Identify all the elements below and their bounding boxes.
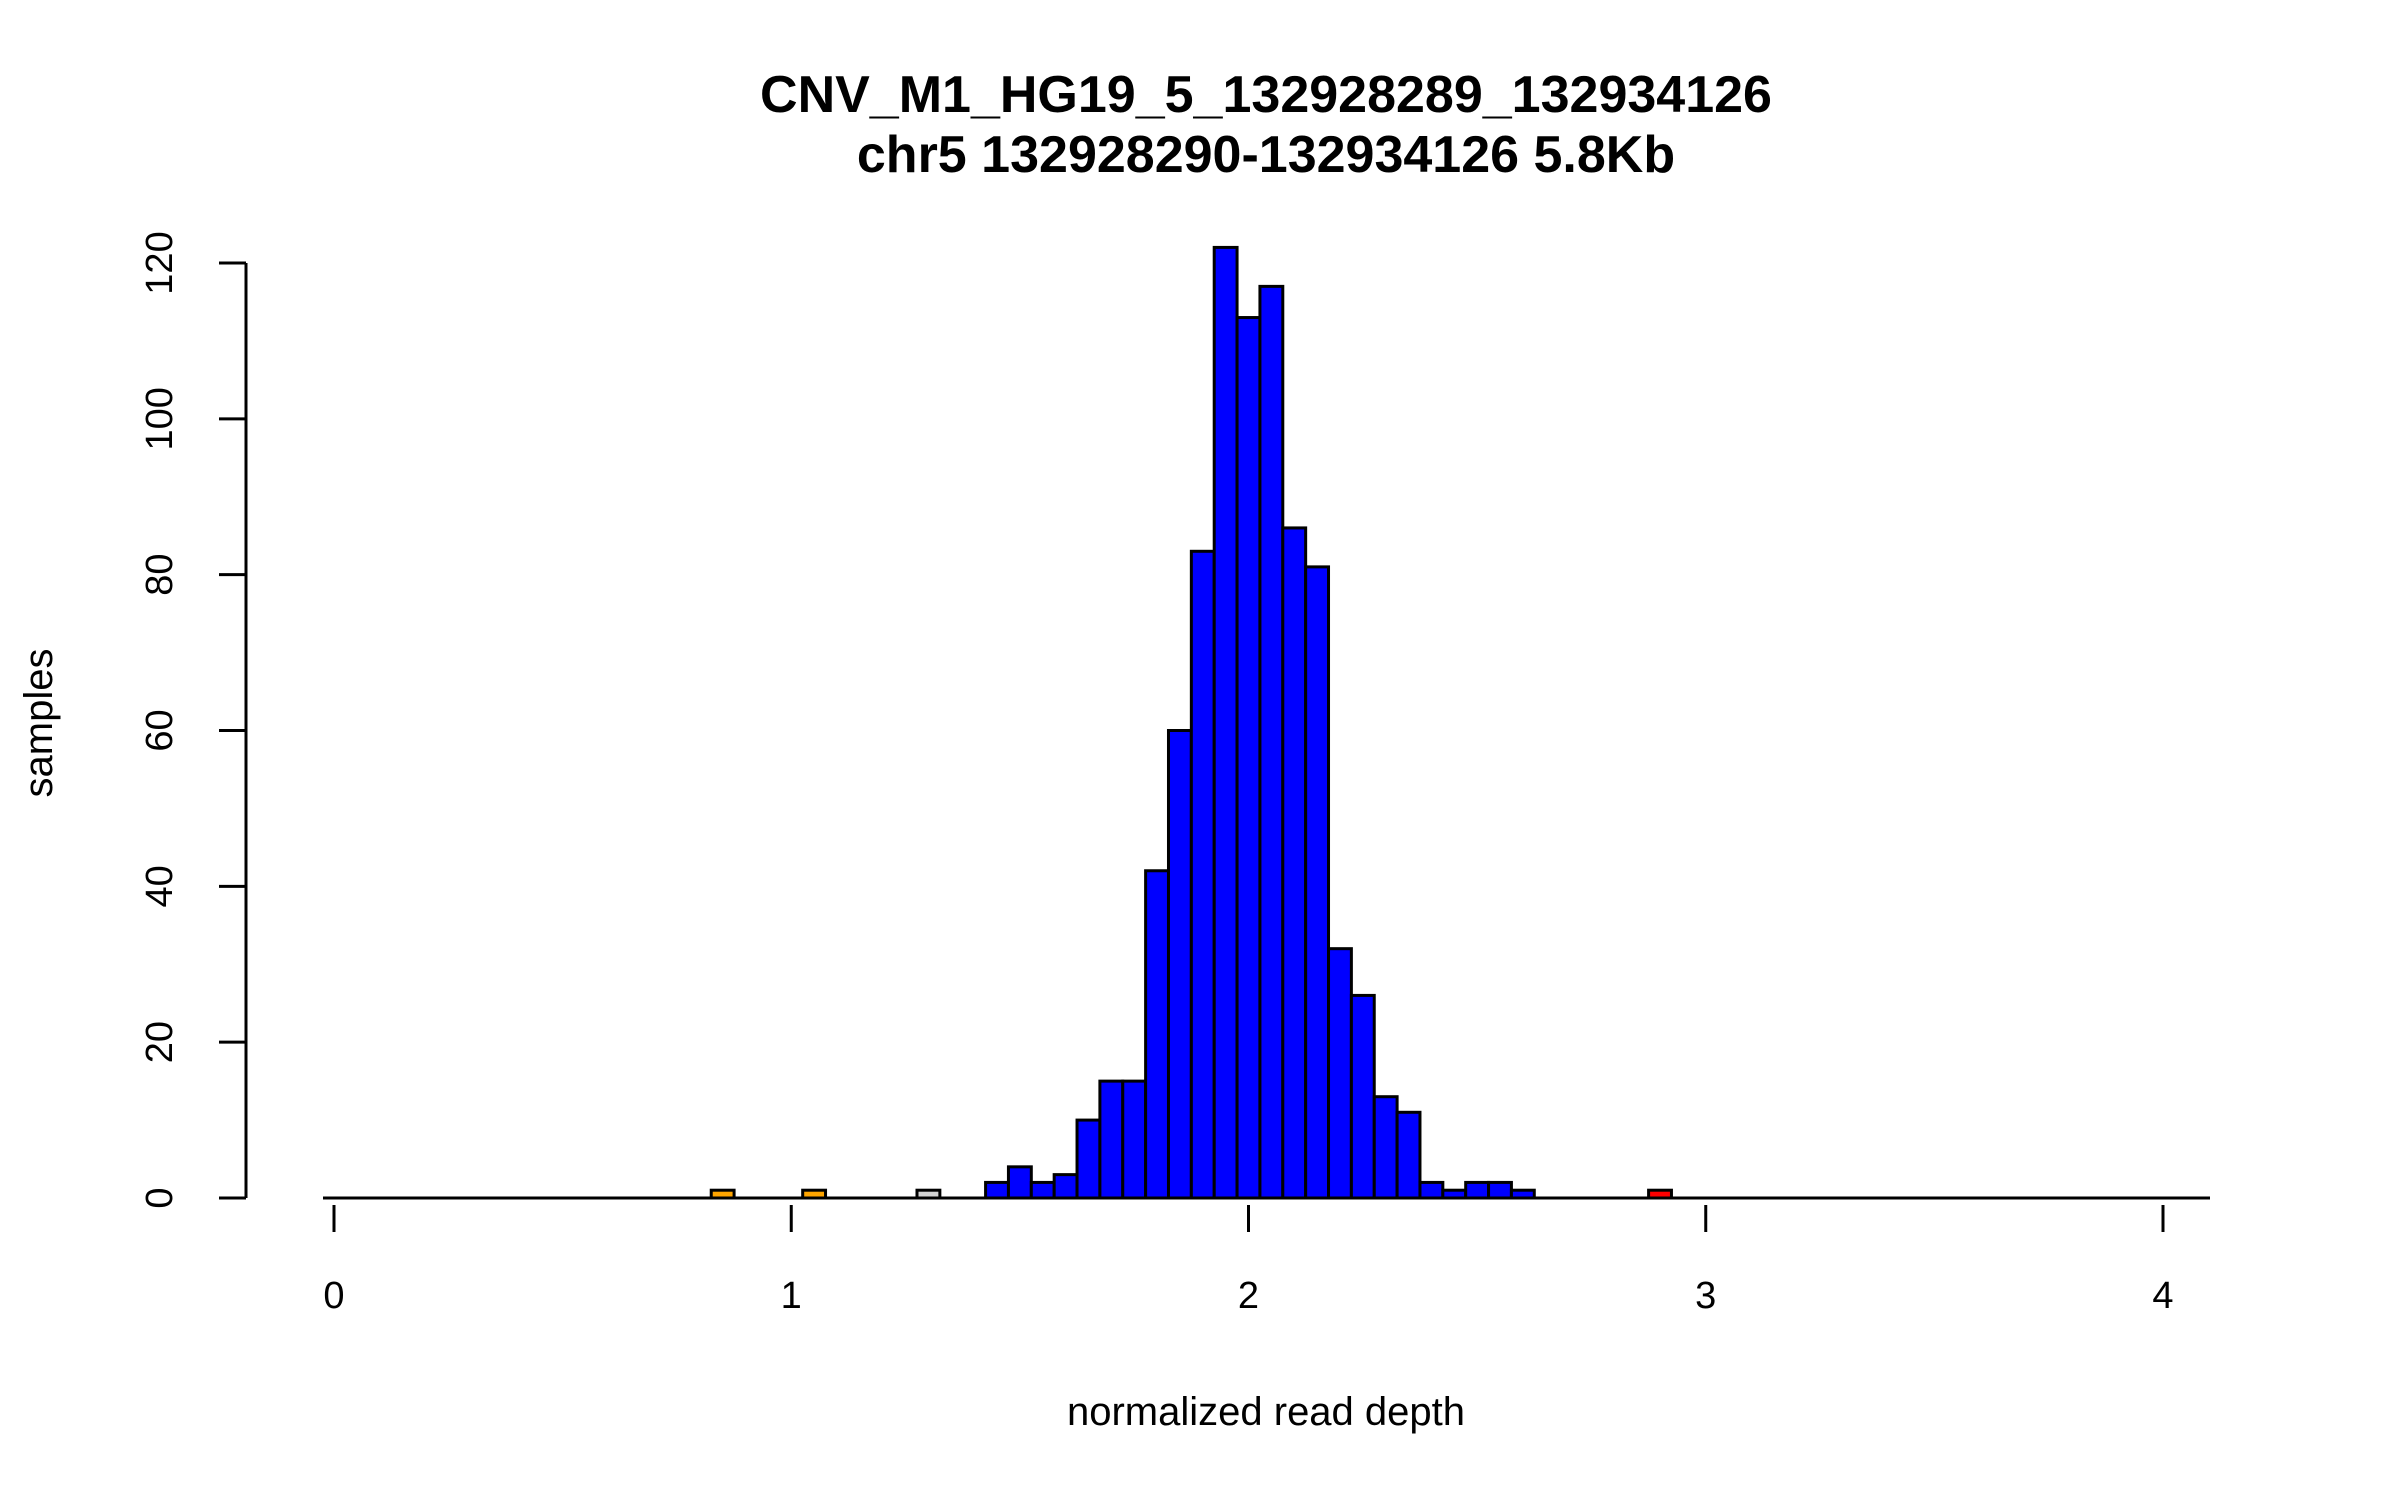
histogram-bar <box>1029 1180 1056 1200</box>
histogram-bar <box>984 1180 1010 1200</box>
x-axis: 0 1 2 3 4 <box>323 1205 2174 1317</box>
histogram-bar <box>1235 316 1262 1200</box>
x-tick-label: 1 <box>781 1275 802 1317</box>
histogram-bar <box>1304 565 1331 1200</box>
histogram-bar <box>1464 1180 1491 1200</box>
histogram-bar <box>1349 993 1376 1200</box>
y-tick-label: 20 <box>139 1021 181 1063</box>
histogram-bar <box>1212 245 1239 1200</box>
histogram-bar <box>1189 549 1216 1200</box>
histogram-bar <box>1372 1095 1399 1200</box>
histogram-bar <box>1075 1118 1102 1200</box>
x-axis-label: normalized read depth <box>1067 1390 1465 1434</box>
histogram-bar <box>1258 284 1285 1200</box>
x-tick-label: 3 <box>1695 1275 1716 1317</box>
y-tick-label: 80 <box>139 554 181 596</box>
histogram-bar <box>1098 1079 1125 1200</box>
y-tick-label: 60 <box>139 709 181 751</box>
histogram-bar <box>1052 1173 1079 1200</box>
histogram-bar <box>1166 729 1193 1200</box>
histogram-bar <box>1006 1165 1033 1200</box>
bars-group <box>709 245 1673 1200</box>
histogram-bar <box>1418 1180 1445 1200</box>
x-tick-label: 2 <box>1238 1275 1259 1317</box>
y-tick-label: 0 <box>139 1187 181 1208</box>
chart-title: CNV_M1_HG19_5_132928289_132934126 <box>760 66 1772 124</box>
histogram-bar <box>1395 1110 1422 1200</box>
y-axis: 0 20 40 60 80 100 120 <box>139 231 248 1209</box>
y-axis-label: samples <box>17 649 61 798</box>
y-tick-label: 120 <box>139 231 181 294</box>
histogram-bar <box>1327 947 1353 1200</box>
x-tick-label: 0 <box>323 1275 344 1317</box>
chart-subtitle: chr5 132928290-132934126 5.8Kb <box>857 126 1675 184</box>
histogram-bar <box>1121 1079 1148 1200</box>
x-tick-label: 4 <box>2152 1275 2173 1317</box>
y-tick-label: 100 <box>139 387 181 450</box>
histogram-bar <box>1281 526 1308 1200</box>
y-tick-label: 40 <box>139 865 181 907</box>
histogram-bar <box>1144 869 1170 1200</box>
histogram-bar <box>1487 1180 1513 1200</box>
